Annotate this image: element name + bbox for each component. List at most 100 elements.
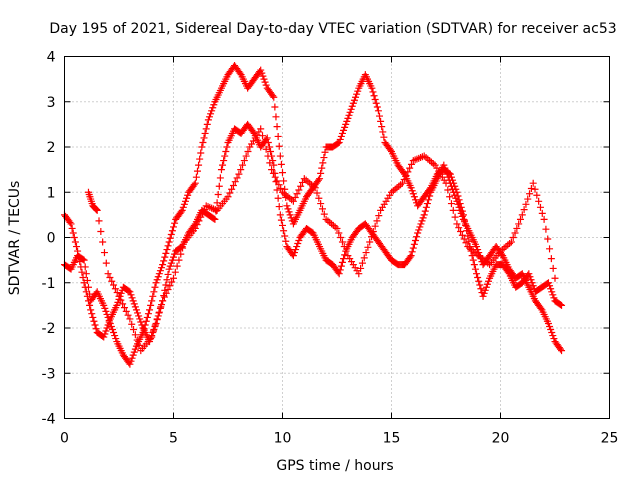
- data-point: [108, 326, 116, 334]
- data-point: [134, 309, 142, 317]
- data-point: [343, 117, 351, 125]
- data-point: [142, 317, 150, 325]
- data-point: [202, 125, 210, 133]
- data-point: [260, 138, 268, 146]
- data-point: [340, 126, 348, 134]
- data-point: [209, 104, 217, 112]
- data-point: [297, 182, 305, 190]
- data-point: [108, 277, 116, 285]
- data-point: [197, 149, 205, 157]
- data-point: [135, 341, 143, 349]
- data-point: [457, 227, 465, 235]
- data-point: [526, 273, 534, 281]
- data-point: [515, 220, 523, 228]
- data-point: [198, 143, 206, 151]
- data-point: [84, 297, 92, 305]
- data-point: [511, 229, 519, 237]
- data-point: [277, 216, 285, 224]
- y-tick-label: -4: [42, 412, 56, 428]
- data-point: [518, 211, 526, 219]
- chart-title: Day 195 of 2021, Sidereal Day-to-day VTE…: [49, 21, 616, 37]
- data-point: [550, 294, 558, 302]
- data-point: [474, 273, 482, 281]
- data-point: [163, 246, 171, 254]
- data-point: [193, 221, 201, 229]
- data-point: [125, 287, 133, 295]
- data-point: [130, 326, 138, 334]
- data-point: [235, 170, 243, 178]
- data-point: [273, 186, 281, 194]
- data-point: [275, 181, 283, 189]
- data-point: [294, 240, 302, 248]
- data-point: [226, 189, 234, 197]
- data-point: [167, 230, 175, 238]
- data-point: [131, 345, 139, 353]
- data-points: [61, 62, 566, 368]
- data-point: [148, 333, 156, 341]
- data-point: [211, 215, 219, 223]
- data-point: [320, 210, 328, 218]
- data-point: [338, 129, 346, 137]
- data-point: [183, 194, 191, 202]
- data-point: [204, 116, 212, 124]
- data-point: [527, 276, 535, 284]
- data-point: [537, 304, 545, 312]
- data-point: [452, 194, 460, 202]
- data-point: [110, 281, 118, 289]
- data-point: [547, 326, 555, 334]
- data-point: [369, 88, 377, 96]
- data-point: [377, 117, 385, 125]
- data-point: [346, 108, 354, 116]
- data-point: [170, 223, 177, 231]
- data-point: [475, 277, 483, 285]
- data-point: [455, 203, 463, 211]
- data-point: [462, 239, 470, 247]
- data-point: [364, 243, 372, 251]
- data-point: [222, 148, 230, 156]
- data-point: [171, 268, 179, 276]
- data-point: [335, 229, 343, 237]
- data-point: [149, 329, 157, 337]
- data-point: [544, 235, 552, 243]
- data-point: [320, 154, 328, 162]
- data-point: [88, 310, 96, 318]
- data-point: [272, 113, 280, 121]
- data-point: [407, 252, 415, 260]
- data-point: [269, 92, 277, 100]
- data-point: [550, 335, 558, 343]
- data-point: [197, 213, 205, 221]
- data-point: [371, 222, 379, 230]
- data-point: [477, 285, 485, 293]
- data-point: [349, 99, 357, 107]
- data-point: [259, 132, 267, 140]
- data-point: [113, 301, 121, 309]
- data-point: [179, 203, 187, 211]
- data-point: [526, 190, 534, 198]
- data-point: [239, 161, 247, 169]
- data-point: [380, 133, 388, 141]
- data-point: [546, 245, 554, 253]
- data-point: [340, 255, 348, 263]
- data-point: [216, 174, 224, 182]
- data-point: [263, 134, 271, 142]
- data-point: [311, 184, 319, 192]
- data-point: [473, 243, 481, 251]
- data-point: [89, 313, 97, 321]
- data-point: [155, 270, 163, 278]
- data-point: [370, 92, 378, 100]
- axis-ticks: 0 5 10 15 20 25 -4 -3 -2 -1 0 1 2 3 4: [42, 50, 619, 447]
- data-point: [471, 265, 479, 273]
- data-point: [290, 249, 298, 257]
- data-point: [76, 258, 84, 266]
- data-point: [293, 190, 301, 198]
- data-point: [229, 181, 237, 189]
- data-point: [533, 191, 541, 199]
- data-point: [135, 312, 143, 320]
- data-point: [192, 173, 200, 181]
- data-point: [485, 277, 493, 285]
- data-point: [77, 263, 85, 271]
- data-point: [280, 177, 288, 185]
- data-point: [68, 224, 76, 232]
- data-point: [522, 200, 530, 208]
